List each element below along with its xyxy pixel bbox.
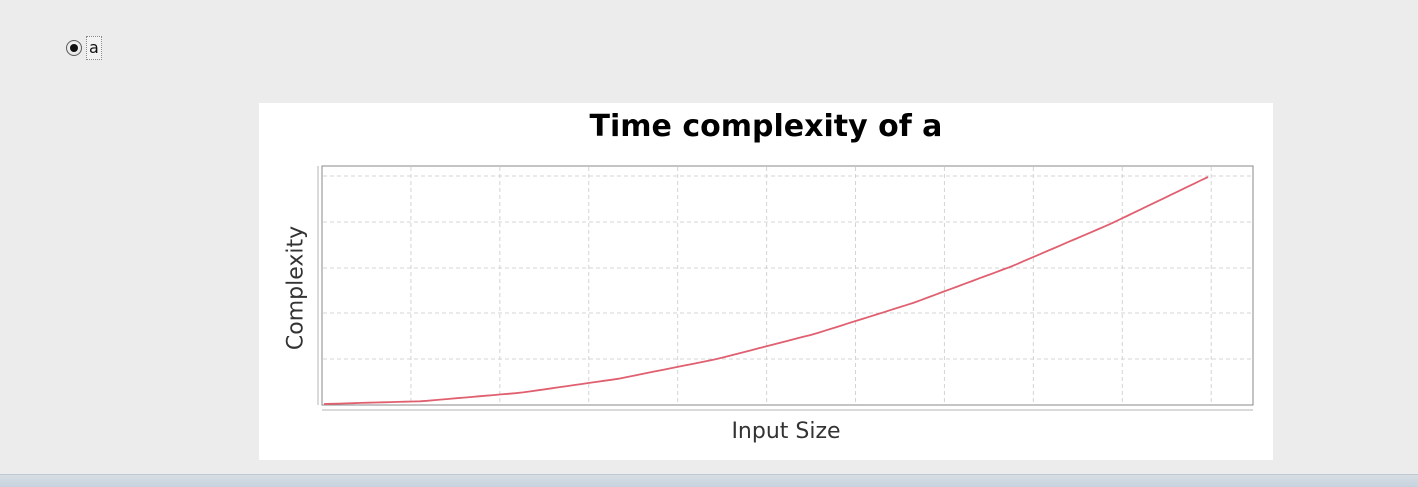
chart-title: Time complexity of a xyxy=(589,109,943,144)
plot-border xyxy=(321,165,1254,406)
series-line xyxy=(323,176,1209,405)
complexity-chart: Time complexity of a Complexity Input Si… xyxy=(259,103,1273,460)
x-axis-label: Input Size xyxy=(731,419,841,444)
radio-button[interactable] xyxy=(66,40,82,56)
main-panel: a Time complexity of a Complexity Input … xyxy=(66,36,1273,460)
radio-label[interactable]: a xyxy=(86,36,102,60)
radio-option-a[interactable]: a xyxy=(66,36,102,60)
chart-plot-area xyxy=(317,165,1254,411)
bottom-bar xyxy=(0,474,1418,487)
radio-selected-dot xyxy=(70,44,78,52)
